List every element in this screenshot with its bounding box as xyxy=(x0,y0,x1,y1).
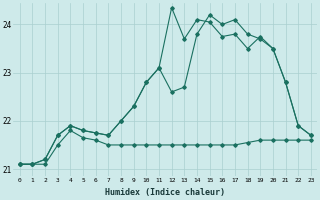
X-axis label: Humidex (Indice chaleur): Humidex (Indice chaleur) xyxy=(105,188,225,197)
